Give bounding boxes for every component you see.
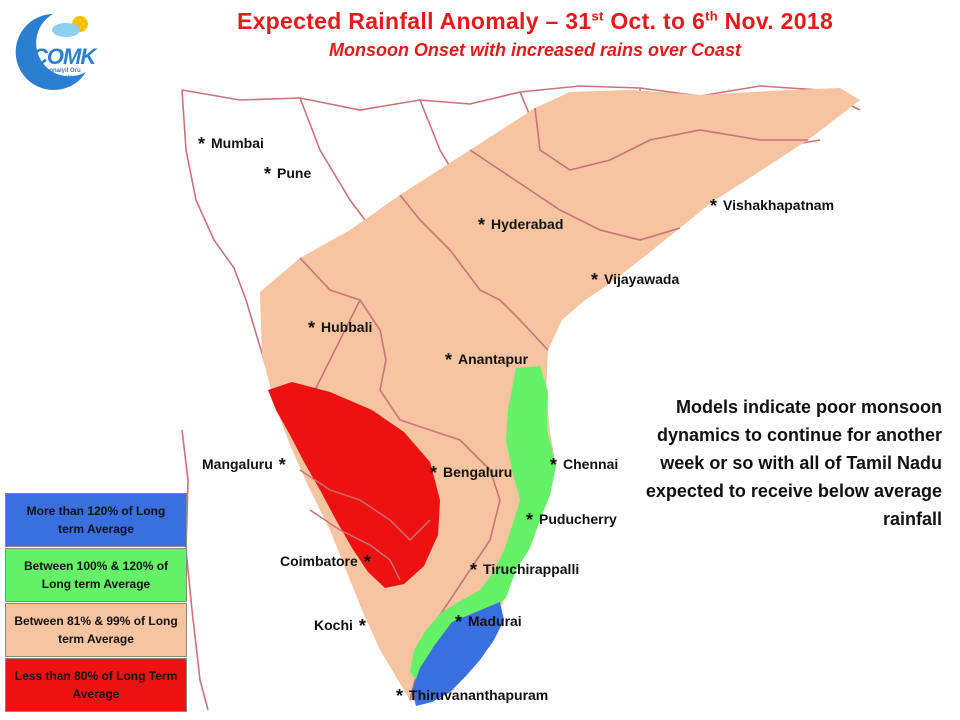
legend-label: Less than 80% of Long Term Average (14, 669, 178, 701)
city-label-hubbali: Hubbali (321, 319, 373, 335)
title-part-end: Nov. 2018 (717, 8, 834, 34)
city-label-kochi: Kochi (314, 617, 353, 633)
city-marker-icon: * (478, 215, 486, 235)
city-marker-icon: * (710, 196, 718, 216)
city-marker-icon: * (308, 318, 316, 338)
region-above-120-percent (412, 602, 504, 706)
city-marker-icon: * (445, 350, 453, 370)
city-label-puducherry: Puducherry (539, 511, 617, 527)
legend-label: More than 120% of Long term Average (26, 504, 166, 536)
title-sup-th: th (705, 8, 718, 24)
city-marker-icon: * (591, 270, 599, 290)
city-label-madurai: Madurai (468, 613, 522, 629)
comk-logo: COMK Chennaiyil Oru Mazhaikaalam (8, 6, 98, 91)
legend-above-120: More than 120% of Long term Average (5, 493, 187, 547)
city-label-anantapur: Anantapur (458, 351, 529, 367)
city-marker-icon: * (470, 560, 478, 580)
city-label-vijayawada: Vijayawada (604, 271, 680, 287)
logo-tagline: Chennaiyil Oru Mazhaikaalam (38, 68, 81, 81)
city-marker-icon: * (455, 612, 463, 632)
city-madurai: * Madurai (455, 612, 522, 633)
city-mumbai: * Mumbai (198, 134, 264, 155)
city-pune: * Pune (264, 164, 311, 185)
city-vijayawada: * Vijayawada (591, 270, 679, 291)
city-marker-icon: * (526, 510, 534, 530)
city-label-mangaluru: Mangaluru (202, 456, 273, 472)
map-legend: More than 120% of Long term Average Betw… (5, 493, 187, 713)
city-label-vishakhapatnam: Vishakhapatnam (723, 197, 835, 213)
city-label-thiruvananthapuram: Thiruvananthapuram (409, 687, 549, 703)
city-coimbatore: Coimbatore * (280, 552, 371, 573)
city-marker-icon: * (278, 455, 286, 475)
city-label-bengaluru: Bengaluru (443, 464, 513, 480)
logo-brand: COMK (32, 44, 96, 69)
region-100-120-percent (410, 366, 556, 680)
page-subtitle: Monsoon Onset with increased rains over … (328, 40, 742, 60)
forecast-note: Models indicate poor monsoon dynamics to… (645, 397, 942, 529)
state-borders (299, 107, 808, 701)
city-marker-icon: * (358, 616, 366, 636)
logo-graphic (15, 14, 88, 90)
title-sup-st: st (591, 8, 604, 24)
legend-81-99: Between 81% & 99% of Long term Average (5, 603, 187, 657)
legend-below-80: Less than 80% of Long Term Average (5, 658, 187, 712)
city-label-mumbai: Mumbai (211, 135, 264, 151)
city-anantapur: * Anantapur (445, 350, 528, 371)
legend-label: Between 100% & 120% of Long term Average (23, 559, 169, 591)
city-marker-icon: * (396, 686, 404, 706)
city-kochi: Kochi * (314, 616, 366, 637)
region-below-80-percent (268, 382, 440, 588)
city-chennai: * Chennai (550, 455, 618, 476)
city-mangaluru: Mangaluru * (202, 455, 286, 476)
city-label-chennai: Chennai (563, 456, 619, 472)
legend-label: Between 81% & 99% of Long term Average (14, 614, 178, 646)
city-hubbali: * Hubbali (308, 318, 372, 339)
city-thiruvananthapuram: * Thiruvananthapuram (396, 686, 548, 707)
city-marker-icon: * (198, 134, 206, 154)
city-vishakhapatnam: * Vishakhapatnam (710, 196, 834, 217)
city-label-coimbatore: Coimbatore (280, 553, 358, 569)
city-puducherry: * Puducherry (526, 510, 617, 531)
city-marker-icon: * (264, 164, 272, 184)
city-marker-icon: * (363, 552, 371, 572)
page-title: Expected Rainfall Anomaly – 31st Oct. to… (120, 8, 950, 35)
city-hyderabad: * Hyderabad (478, 215, 563, 236)
city-marker-icon: * (430, 463, 438, 483)
title-part-mid: Oct. to 6 (603, 8, 706, 34)
city-marker-icon: * (550, 455, 558, 475)
city-tiruchirappalli: * Tiruchirappalli (470, 560, 579, 581)
district-borders (299, 469, 431, 581)
title-part-main: Expected Rainfall Anomaly – 31 (236, 8, 592, 34)
city-bengaluru: * Bengaluru (430, 463, 512, 484)
city-label-hyderabad: Hyderabad (491, 216, 564, 232)
city-label-tiruchirappalli: Tiruchirappalli (483, 561, 580, 577)
legend-100-120: Between 100% & 120% of Long term Average (5, 548, 187, 602)
city-label-pune: Pune (277, 165, 312, 181)
